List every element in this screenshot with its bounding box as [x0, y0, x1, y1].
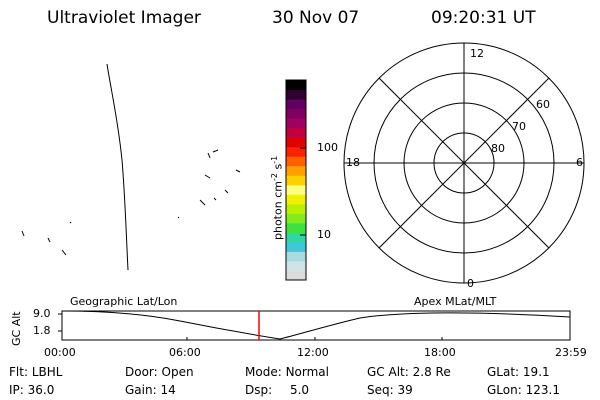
colorbar-band — [286, 137, 306, 148]
unit-text: photon cm — [271, 181, 285, 240]
coast-fragment — [177, 216, 180, 219]
timeline-ytick-label-high: 9.0 — [33, 307, 51, 320]
status-value: 123.1 — [525, 383, 560, 397]
status-value: LBHL — [31, 365, 63, 379]
status-value: 36.0 — [27, 383, 55, 397]
colorbar-band — [286, 118, 306, 129]
altitude-curve — [61, 310, 571, 340]
timeline-y-label: GC Alt — [10, 311, 23, 346]
colorbar-band — [286, 89, 306, 100]
lat-label-70: 70 — [512, 120, 526, 133]
unit-exponent: -1 — [270, 155, 279, 164]
mlt-label-6: 6 — [576, 156, 583, 169]
coast-fragment — [21, 230, 25, 237]
colorbar-label-10: 10 — [317, 228, 331, 241]
coast-fragment — [61, 249, 67, 256]
coastline-trace — [106, 63, 129, 271]
timeline-tick-label-0600: 06:00 — [169, 346, 201, 359]
date-label: 30 Nov 07 — [272, 8, 360, 28]
status-value: 39 — [397, 383, 413, 397]
colorbar-band — [286, 241, 306, 252]
status-ip: IP: 36.0 — [9, 384, 54, 396]
status-gc-alt: GC Alt: 2.8 Re — [367, 366, 451, 378]
status-value: 2.8 Re — [412, 365, 451, 379]
timeline-left-caption: Geographic Lat/Lon — [70, 295, 178, 308]
instrument-title: Ultraviolet Imager — [47, 8, 201, 28]
status-value: Open — [161, 365, 194, 379]
colorbar-band — [286, 146, 306, 157]
coast-fragment — [224, 189, 229, 194]
unit-exponent: -2 — [270, 173, 279, 182]
status-gain: Gain: 14 — [125, 384, 176, 396]
coast-fragment — [47, 237, 51, 243]
status-label: GLon: — [487, 383, 522, 397]
colorbar-band — [286, 222, 306, 233]
geographic-map — [21, 63, 241, 271]
coast-fragment — [204, 174, 211, 179]
colorbar-label-100: 100 — [317, 141, 338, 154]
colorbar-frame — [285, 79, 307, 281]
status-label: Seq: — [367, 383, 394, 397]
lat-label-60: 60 — [536, 98, 550, 111]
timeline-frame — [61, 310, 571, 341]
status-label: Gain: — [125, 383, 157, 397]
timeline-ytick-label-low: 1.8 — [33, 324, 51, 337]
colorbar-band — [286, 270, 306, 281]
status-label: Mode: — [245, 365, 282, 379]
timeline-tick-label-0000: 00:00 — [44, 346, 76, 359]
status-seq: Seq: 39 — [367, 384, 413, 396]
status-dsp: Dsp: 5.0 — [245, 384, 309, 396]
coast-fragment — [207, 152, 211, 159]
polar-grid — [343, 42, 585, 284]
colorbar-band — [286, 232, 306, 243]
colorbar-band — [286, 184, 306, 195]
status-label: IP: — [9, 383, 24, 397]
status-value: 19.1 — [522, 365, 550, 379]
colorbar-unit-label: photon cm-2 s-1 — [270, 155, 285, 240]
status-glon: GLon: 123.1 — [487, 384, 560, 396]
coast-fragment — [212, 149, 219, 153]
status-door: Door: Open — [125, 366, 194, 378]
mlt-label-18: 18 — [346, 156, 360, 169]
colorbar-band — [286, 213, 306, 224]
coast-fragment — [69, 221, 72, 224]
status-value: Normal — [285, 365, 329, 379]
colorbar-band — [286, 203, 306, 214]
status-label: GC Alt: — [367, 365, 409, 379]
time-label: 09:20:31 UT — [431, 8, 536, 28]
coast-fragment — [213, 197, 217, 201]
polar-diagonal-b — [378, 77, 550, 249]
colorbar-band — [286, 175, 306, 186]
colorbar-band — [286, 251, 306, 262]
status-value: 14 — [160, 383, 176, 397]
status-label: GLat: — [487, 365, 520, 379]
status-glat: GLat: 19.1 — [487, 366, 550, 378]
coast-fragment — [199, 199, 206, 206]
colorbar-band — [286, 80, 306, 91]
mlt-label-0: 0 — [467, 277, 474, 290]
colorbar-band — [286, 165, 306, 176]
colorbar-band — [286, 194, 306, 205]
colorbar-band — [286, 108, 306, 119]
mlt-label-12: 12 — [470, 47, 484, 60]
colorbar-band — [286, 156, 306, 167]
timeline-tick-label-1800: 18:00 — [424, 346, 456, 359]
timeline-tick-label-2359: 23:59 — [555, 346, 587, 359]
status-label: Flt: — [9, 365, 28, 379]
lat-label-80: 80 — [491, 142, 505, 155]
colorbar — [286, 80, 306, 281]
timeline-right-caption: Apex MLat/MLT — [414, 295, 497, 308]
coast-fragment — [235, 169, 241, 173]
colorbar-band — [286, 260, 306, 271]
status-flt: Flt: LBHL — [9, 366, 62, 378]
unit-text: s — [271, 163, 285, 170]
timeline-tick-label-1200: 12:00 — [297, 346, 329, 359]
colorbar-band — [286, 127, 306, 138]
status-label: Dsp: — [245, 383, 273, 397]
colorbar-band — [286, 99, 306, 110]
status-label: Door: — [125, 365, 158, 379]
status-mode: Mode: Normal — [245, 366, 329, 378]
status-value: 5.0 — [289, 383, 310, 397]
